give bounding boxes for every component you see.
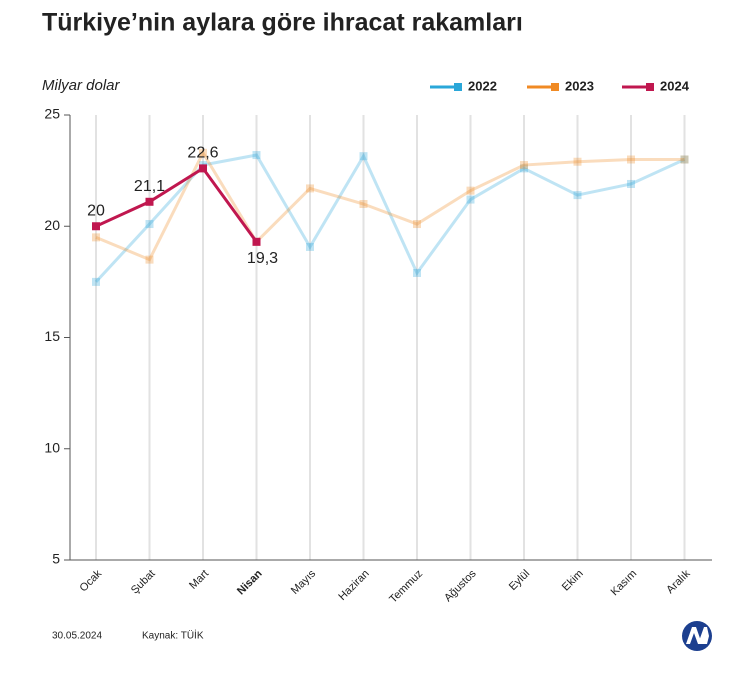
data-label: 21,1 [134,178,165,195]
chart-title: Türkiye’nin aylara göre ihracat rakamlar… [42,9,523,37]
x-tick-label: Kasım [609,568,640,599]
legend-label: 2023 [565,78,594,93]
series-line [94,152,686,283]
source: Kaynak: TÜİK [142,629,204,642]
logo [682,621,712,651]
x-tick-label: Haziran [336,568,371,603]
legend-marker [646,83,654,91]
point [573,191,582,200]
y-tick-label: 15 [44,328,60,344]
point [92,222,100,231]
point [359,200,368,208]
point [627,155,635,164]
point [199,148,207,157]
point [145,197,154,206]
y-tick-label: 10 [44,439,60,455]
point [680,155,689,164]
y-axis-label: Milyar dolar [42,77,121,94]
point [145,220,154,229]
point [573,157,582,166]
x-tick-label: Ağustos [442,567,479,604]
x-tick-label: Ocak [78,567,105,594]
x-tick-label: Mayıs [289,567,319,597]
point [306,184,314,193]
x-tick-label: Temmuz [387,568,425,606]
point [520,164,528,173]
series-line [95,166,258,243]
point [466,195,475,204]
x-tick-label: Aralık [664,567,693,596]
legend-label: 2024 [660,78,690,93]
x-tick-label: Şubat [129,568,158,597]
x-tick-label: Mart [187,568,211,592]
point [680,155,689,164]
x-tick-label: Nisan [235,568,265,598]
point [359,152,368,161]
data-label: 20 [87,202,105,219]
date: 30.05.2024 [52,631,102,642]
point [92,277,100,286]
y-tick-label: 5 [52,551,60,567]
point [413,268,421,277]
point [145,255,154,264]
point [252,151,261,160]
point [466,186,475,195]
series-line [95,149,685,262]
x-tick-label: Eylül [507,568,532,593]
legend-label: 2022 [468,78,497,93]
legend-marker [454,83,462,91]
y-tick-label: 25 [44,106,60,122]
y-tick-label: 20 [44,217,60,233]
legend-marker [551,83,559,91]
point [627,179,635,188]
point [199,164,207,173]
x-tick-label: Ekim [560,568,586,594]
point [92,233,100,242]
point [413,220,421,229]
data-label: 22,6 [187,145,218,162]
point [252,237,261,246]
point [306,242,314,251]
point [520,161,528,170]
data-label: 19,3 [247,250,278,267]
